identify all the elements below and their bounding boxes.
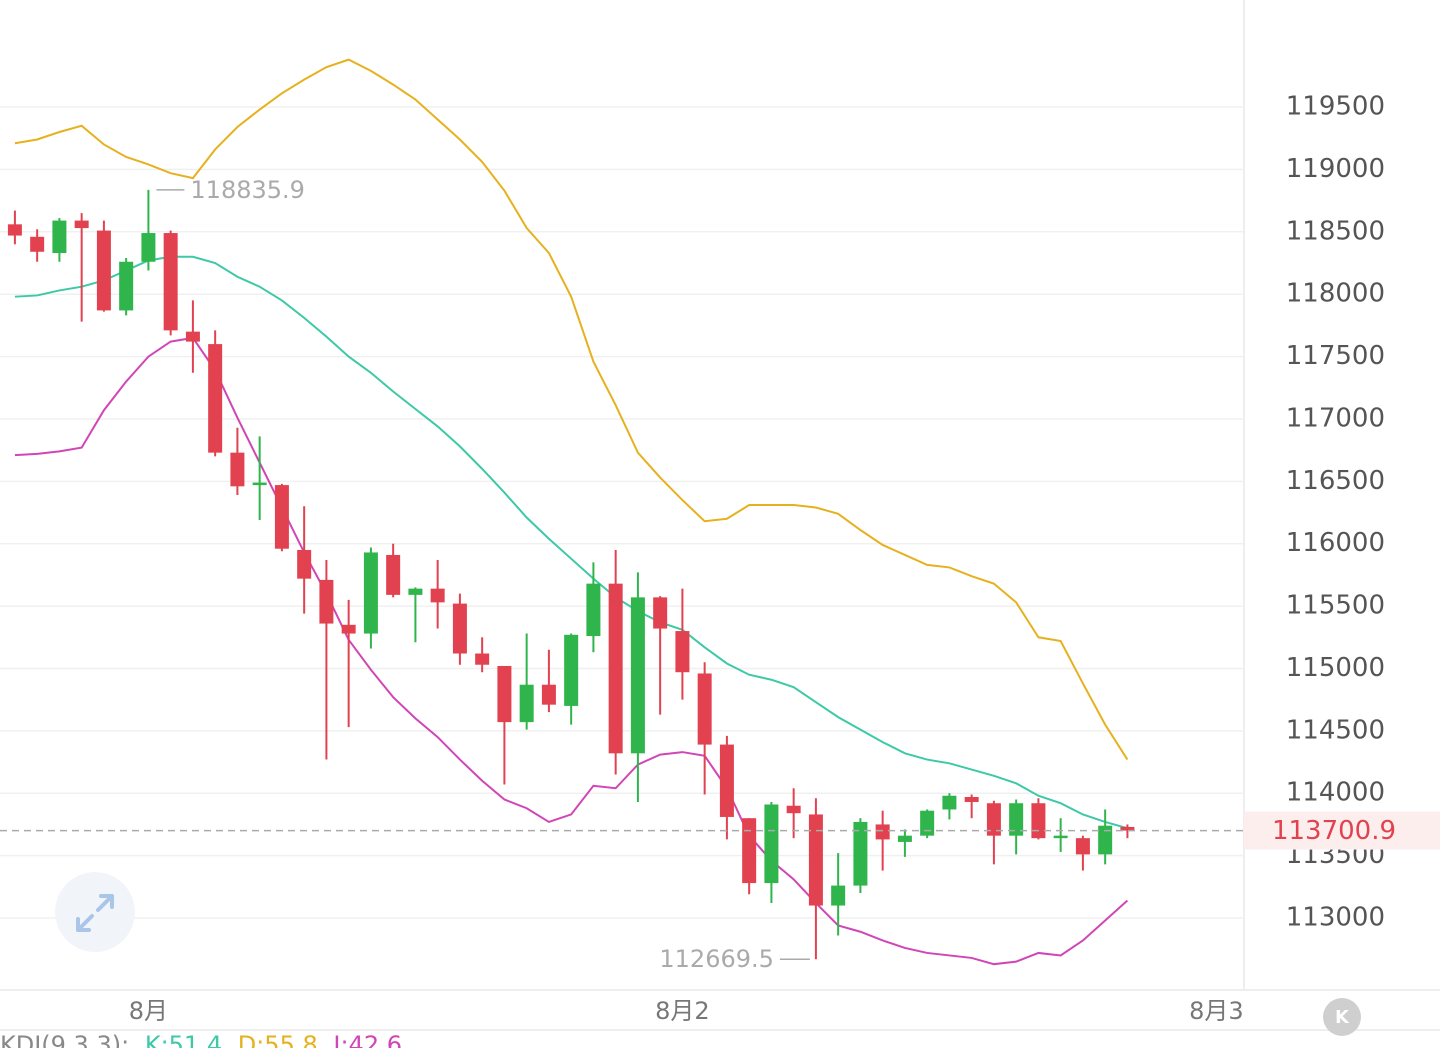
y-tick-label: 113000 (1286, 903, 1385, 933)
expand-icon (76, 894, 114, 932)
candle-body (74, 220, 89, 229)
candle-body (408, 588, 423, 595)
candle-body (363, 552, 378, 634)
candle-body (875, 824, 890, 840)
candle-body (274, 485, 289, 549)
candle-body (341, 624, 356, 634)
candle-body (653, 597, 668, 629)
candle-body (541, 684, 556, 705)
candle-body (230, 452, 245, 487)
y-tick-label: 117500 (1286, 341, 1385, 371)
k-button[interactable]: K (1323, 998, 1361, 1036)
candle-body (319, 579, 334, 624)
expand-circle (55, 872, 135, 952)
x-tick-label: 8月 (129, 997, 168, 1025)
y-tick-label: 117000 (1286, 403, 1385, 433)
candle-body (986, 803, 1001, 836)
k-button-label: K (1335, 1007, 1350, 1028)
x-tick-label: 8月2 (655, 997, 710, 1025)
candle-body (1120, 826, 1135, 831)
candle-body (675, 631, 690, 673)
kdj-label: KDJ(9,3,3): (0, 1031, 129, 1048)
band-line (14, 255, 1128, 830)
y-tick-label: 115500 (1286, 591, 1385, 621)
candle-body (697, 673, 712, 745)
candle-body (30, 236, 45, 252)
candle-body (1053, 835, 1068, 839)
candle-body (630, 597, 645, 754)
candle-body (519, 684, 534, 723)
candle-body (942, 795, 957, 810)
candle-body (497, 665, 512, 723)
kdj-d: D:55.8 (238, 1031, 318, 1048)
candle-body (386, 554, 401, 595)
y-tick-label: 114000 (1286, 778, 1385, 808)
candle-body (808, 814, 823, 906)
candle-body (252, 482, 267, 486)
y-tick-label: 119000 (1286, 154, 1385, 184)
candle-body (1075, 838, 1090, 855)
high-label: 118835.9 (190, 176, 305, 204)
band-line (14, 336, 1129, 966)
candle-body (452, 603, 467, 654)
candle-body (964, 796, 979, 802)
y-tick-label: 114500 (1286, 715, 1385, 745)
candle-body (119, 261, 134, 311)
candle-body (1031, 803, 1046, 839)
candle-body (475, 653, 490, 665)
candle-body (608, 583, 623, 754)
candle-body (764, 804, 779, 884)
candle-body (208, 344, 223, 453)
candle-body (897, 835, 912, 842)
candle-body (742, 818, 757, 884)
plot (0, 58, 1244, 966)
y-tick-label: 119500 (1286, 92, 1385, 122)
candle-body (52, 220, 67, 254)
candle-body (831, 885, 846, 906)
candle-body (297, 549, 312, 579)
last-price-bg (1244, 811, 1440, 850)
x-tick-label: 8月3 (1189, 997, 1244, 1025)
k-button-circle (1323, 998, 1361, 1036)
y-tick-label: 118500 (1286, 216, 1385, 246)
candle-body (853, 821, 868, 886)
y-tick-label: 115000 (1286, 653, 1385, 683)
candle-body (1009, 803, 1024, 836)
y-tick-label: 116000 (1286, 528, 1385, 558)
candle-body (7, 224, 22, 236)
kdj-legend: KDJ(9,3,3): K:51.4 D:55.8 J:42.6 (0, 1031, 402, 1048)
low-label: 112669.5 (659, 945, 774, 973)
last-price-label: 113700.9 (1272, 816, 1396, 846)
expand-button[interactable] (55, 872, 135, 952)
candle-body (141, 233, 156, 262)
y-tick-label: 116500 (1286, 466, 1385, 496)
candle-body (786, 805, 801, 814)
kdj-j: J:42.6 (331, 1031, 402, 1048)
candle-body (163, 233, 178, 331)
y-tick-label: 118000 (1286, 279, 1385, 309)
candle-body (430, 588, 445, 603)
candle-body (719, 744, 734, 817)
band-line (14, 58, 1129, 761)
candle-body (96, 230, 111, 311)
candle-body (920, 810, 935, 836)
candle-body (564, 634, 579, 706)
candle-body (1098, 825, 1113, 855)
candle-body (586, 583, 601, 637)
kdj-k: K:51.4 (145, 1031, 222, 1048)
candle-body (185, 331, 200, 342)
